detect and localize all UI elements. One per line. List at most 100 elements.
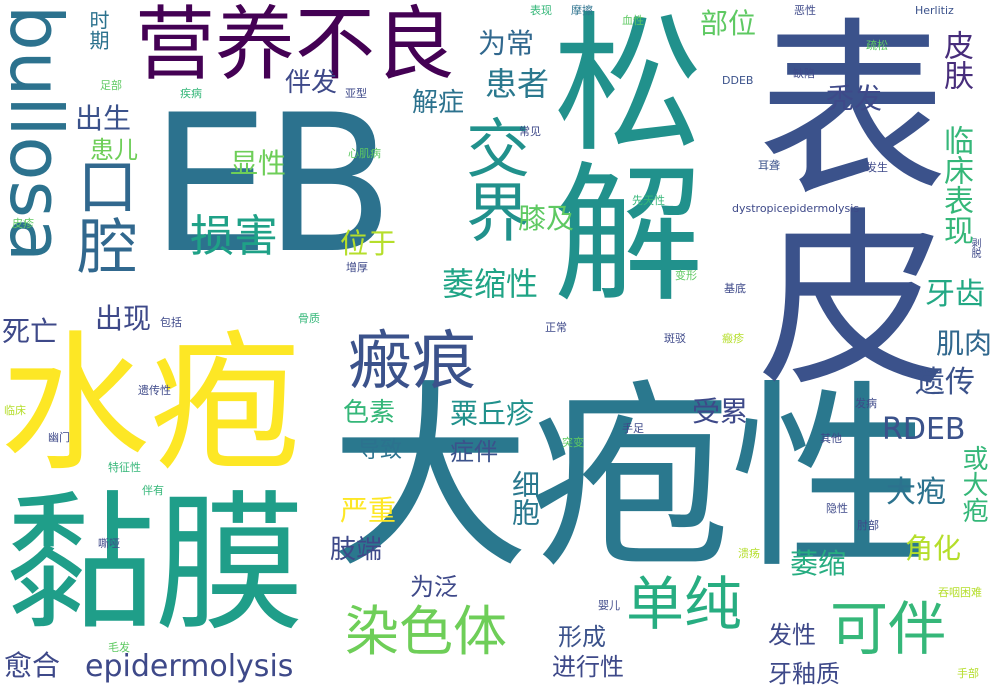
- word: 包括: [160, 316, 182, 329]
- word: 患儿: [90, 136, 138, 164]
- word: 水疱: [0, 318, 301, 492]
- word: 部位: [700, 7, 757, 40]
- word: 位于: [340, 227, 397, 260]
- word: 隐性: [826, 502, 848, 515]
- word: RDEB: [882, 412, 966, 447]
- word: 或大疱: [958, 445, 988, 523]
- word: 耳聋: [758, 159, 780, 172]
- word: 瘢疹: [722, 332, 744, 345]
- word: 死亡: [2, 315, 59, 348]
- word: 牙齿: [925, 277, 985, 312]
- word: 肘部: [857, 519, 879, 532]
- word: 溃疡: [738, 547, 760, 560]
- word: 手足: [622, 422, 644, 435]
- word: 黏膜: [5, 478, 306, 652]
- word: 手部: [957, 667, 979, 680]
- word: EB: [150, 74, 394, 295]
- word: 受累: [692, 395, 749, 428]
- word: 临床: [4, 404, 26, 417]
- word: 萎缩性: [442, 265, 539, 303]
- word: 损害: [190, 211, 278, 262]
- word: 表现: [530, 4, 552, 17]
- word: 增厚: [346, 261, 368, 274]
- word: dystropicepidermolysis: [732, 202, 860, 215]
- word: 发病: [855, 397, 877, 410]
- word: 常见: [519, 125, 541, 138]
- word: 剥脱: [969, 238, 980, 258]
- word: 突变: [562, 436, 584, 449]
- word: 营养不良: [135, 0, 455, 91]
- word: 形成: [558, 623, 606, 651]
- word: 其他: [820, 432, 842, 445]
- word: 遗传: [915, 365, 975, 400]
- word: 血性: [622, 14, 644, 27]
- word: 交界: [455, 115, 529, 243]
- word: 亚型: [345, 87, 367, 100]
- word: 摩擦: [571, 4, 593, 17]
- word: 斑驳: [664, 332, 686, 345]
- word: 皮疹: [12, 217, 34, 230]
- word: Herlitiz: [915, 4, 954, 17]
- word: 秃发: [826, 82, 883, 115]
- word: 牙釉质: [768, 660, 840, 688]
- word: 瘢痕: [348, 325, 476, 399]
- word: DDEB: [722, 74, 754, 87]
- word: 足部: [100, 79, 122, 92]
- word: 肌肉: [936, 327, 993, 360]
- word: 嘶哑: [98, 537, 120, 550]
- word: 吞咽困难: [938, 586, 982, 599]
- word: 为泛: [410, 573, 458, 601]
- word: 变形: [675, 269, 697, 282]
- word: 基底: [724, 282, 746, 295]
- word: 色素: [343, 398, 396, 428]
- word: 肢端: [330, 535, 383, 565]
- word: 表皮: [725, 10, 946, 390]
- word: 先天性: [632, 194, 665, 207]
- word: 出生: [75, 102, 132, 135]
- word: 可伴: [830, 595, 947, 663]
- word: 皮肤: [938, 30, 973, 90]
- word: 心肌病: [348, 147, 381, 160]
- word: 萎缩: [790, 547, 847, 580]
- word: 婴儿: [598, 599, 620, 612]
- word: 幽门: [48, 431, 70, 444]
- word: 角化: [905, 532, 962, 565]
- word: 疾病: [180, 87, 202, 100]
- word: 大疱性: [330, 363, 931, 596]
- word: 膝及: [518, 202, 575, 235]
- word: 单纯: [626, 570, 743, 638]
- word: 伴发: [285, 68, 338, 98]
- word: 缺陷: [793, 67, 815, 80]
- word: 发生: [866, 161, 888, 174]
- word: 大疱: [886, 475, 946, 510]
- word: epidermolysis: [85, 649, 294, 684]
- word: 骨质: [298, 312, 320, 325]
- word: 疏松: [866, 39, 888, 52]
- word: 症伴: [450, 438, 498, 466]
- word: 松解: [528, 5, 702, 305]
- word: 正常: [545, 321, 567, 334]
- word: 出现: [95, 302, 152, 335]
- word: 为常: [478, 27, 535, 60]
- word: 临床表现: [938, 125, 973, 245]
- word: 伴有: [142, 484, 164, 497]
- word: bullosa: [0, 5, 78, 263]
- word: 粟丘疹: [450, 397, 535, 430]
- word: 进行性: [552, 653, 624, 681]
- word: 导致: [358, 438, 403, 463]
- word: 显性: [230, 147, 287, 180]
- word: 遗传性: [138, 384, 171, 397]
- word: 特征性: [108, 461, 141, 474]
- word: 严重: [340, 494, 397, 527]
- word: 患者: [485, 65, 550, 103]
- word: 解症: [412, 88, 465, 118]
- word: 细胞: [508, 470, 541, 526]
- word: 毛发: [108, 641, 130, 654]
- word: 愈合: [4, 649, 61, 682]
- word: 口腔: [67, 155, 137, 275]
- word: 时期: [86, 10, 110, 50]
- word: 恶性: [794, 4, 816, 17]
- word: 发性: [768, 621, 816, 649]
- word: 染色体: [345, 600, 507, 663]
